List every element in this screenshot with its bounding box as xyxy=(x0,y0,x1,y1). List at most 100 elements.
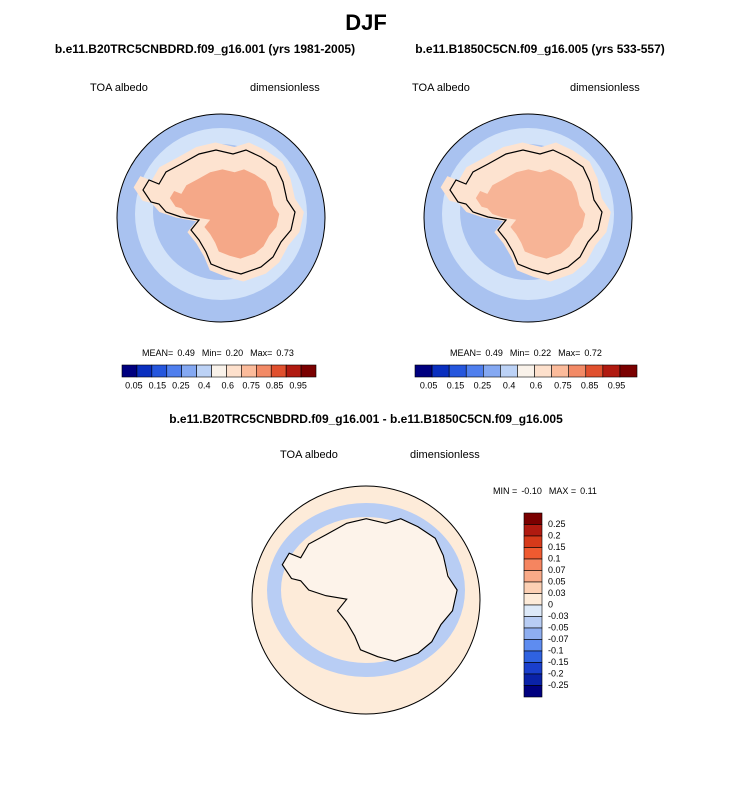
units-label: dimensionless xyxy=(410,449,480,461)
stat: MEAN= xyxy=(450,348,481,358)
colorbar-label: 0.95 xyxy=(289,380,307,390)
variable-label: TOA albedo xyxy=(412,82,470,94)
colorbar-box xyxy=(619,364,638,378)
units-label: dimensionless xyxy=(570,82,640,94)
colorbar-box xyxy=(523,558,543,571)
colorbar-box xyxy=(523,627,543,640)
stat: 0.73 xyxy=(276,348,294,358)
stat: 0.22 xyxy=(534,348,552,358)
colorbar-box xyxy=(121,364,138,378)
colorbar-box xyxy=(431,364,450,378)
colorbar-label: 0.15 xyxy=(548,542,566,552)
stats: MEAN= 0.49 Min= 0.22 Max= 0.72 xyxy=(450,348,602,358)
map xyxy=(424,114,632,322)
stats: MIN = -0.10 MAX = 0.11 xyxy=(493,486,597,496)
colorbar-label: 0.2 xyxy=(548,530,561,540)
colorbar-box xyxy=(181,364,197,378)
map xyxy=(252,486,480,714)
stat: -0.10 xyxy=(521,486,542,496)
map xyxy=(117,114,325,322)
colorbar-label: 0.05 xyxy=(420,380,438,390)
colorbar-label: 0.25 xyxy=(474,380,492,390)
colorbar-label: -0.1 xyxy=(548,645,564,655)
stat: Min= xyxy=(202,348,222,358)
colorbar-box xyxy=(414,364,433,378)
stat: Min= xyxy=(510,348,530,358)
colorbar-label: 0.95 xyxy=(608,380,626,390)
colorbar-box xyxy=(523,593,543,606)
colorbar-box xyxy=(523,673,543,686)
stat: 0.11 xyxy=(580,486,597,496)
panel-title: b.e11.B1850C5CN.f09_g16.005 (yrs 533-557… xyxy=(415,42,665,56)
colorbar-box xyxy=(300,364,317,378)
colorbar-box xyxy=(517,364,535,378)
stats: MEAN= 0.49 Min= 0.20 Max= 0.73 xyxy=(142,348,294,358)
colorbar-label: 0.6 xyxy=(221,380,234,390)
colorbar-label: 0 xyxy=(548,599,553,609)
colorbar-box xyxy=(211,364,227,378)
colorbar-box xyxy=(256,364,272,378)
colorbar-box xyxy=(534,364,552,378)
colorbar-label: 0.75 xyxy=(554,380,572,390)
colorbar-label: -0.15 xyxy=(548,657,569,667)
colorbar-box xyxy=(551,364,569,378)
colorbar-box xyxy=(166,364,182,378)
variable-label: TOA albedo xyxy=(280,449,338,461)
colorbar-box xyxy=(602,364,621,378)
map-border xyxy=(423,113,633,323)
colorbar-box xyxy=(523,535,543,548)
colorbar-label: 0.03 xyxy=(548,588,566,598)
colorbar-box xyxy=(523,524,543,537)
stat: 0.72 xyxy=(584,348,602,358)
colorbar-label: 0.4 xyxy=(198,380,211,390)
panel-title: b.e11.B20TRC5CNBDRD.f09_g16.001 (yrs 198… xyxy=(55,42,355,56)
colorbar-box xyxy=(483,364,501,378)
map-border xyxy=(116,113,326,323)
colorbar-label: -0.25 xyxy=(548,680,569,690)
colorbar-label: -0.03 xyxy=(548,611,569,621)
colorbar-label: -0.07 xyxy=(548,634,569,644)
figure-title: DJF xyxy=(345,10,387,35)
colorbar-box xyxy=(523,662,543,675)
stat: MIN = xyxy=(493,486,517,496)
colorbar-label: 0.4 xyxy=(503,380,516,390)
colorbar-label: 0.1 xyxy=(548,553,561,563)
colorbar-label: -0.05 xyxy=(548,622,569,632)
colorbar-label: 0.85 xyxy=(266,380,284,390)
colorbar-box xyxy=(151,364,168,378)
colorbar-label: -0.2 xyxy=(548,668,564,678)
colorbar-box xyxy=(585,364,604,378)
colorbar-box xyxy=(136,364,153,378)
colorbar-box xyxy=(285,364,302,378)
colorbar-box xyxy=(523,570,543,583)
stat: Max= xyxy=(558,348,580,358)
stat: Max= xyxy=(250,348,272,358)
colorbar-box xyxy=(196,364,212,378)
colorbar-label: 0.07 xyxy=(548,565,566,575)
stat: 0.20 xyxy=(226,348,244,358)
colorbar-label: 0.6 xyxy=(530,380,543,390)
panel-title: b.e11.B20TRC5CNBDRD.f09_g16.001 - b.e11.… xyxy=(169,412,563,426)
stat: 0.49 xyxy=(485,348,503,358)
colorbar-label: 0.05 xyxy=(125,380,143,390)
colorbar-box xyxy=(523,685,543,698)
colorbar-box xyxy=(568,364,587,378)
colorbar-box xyxy=(241,364,257,378)
colorbar-label: 0.75 xyxy=(242,380,260,390)
stat: MAX = xyxy=(549,486,576,496)
colorbar-box xyxy=(448,364,467,378)
colorbar-box xyxy=(523,650,543,663)
colorbar-box xyxy=(523,604,543,617)
colorbar-label: 0.25 xyxy=(548,519,566,529)
colorbar-label: 0.15 xyxy=(447,380,465,390)
colorbar-label: 0.25 xyxy=(172,380,190,390)
colorbar-box xyxy=(523,512,543,525)
colorbar-label: 0.85 xyxy=(581,380,599,390)
colorbar-box xyxy=(523,616,543,629)
stat: 0.49 xyxy=(177,348,195,358)
colorbar-box xyxy=(465,364,484,378)
colorbar-label: 0.05 xyxy=(548,576,566,586)
variable-label: TOA albedo xyxy=(90,82,148,94)
